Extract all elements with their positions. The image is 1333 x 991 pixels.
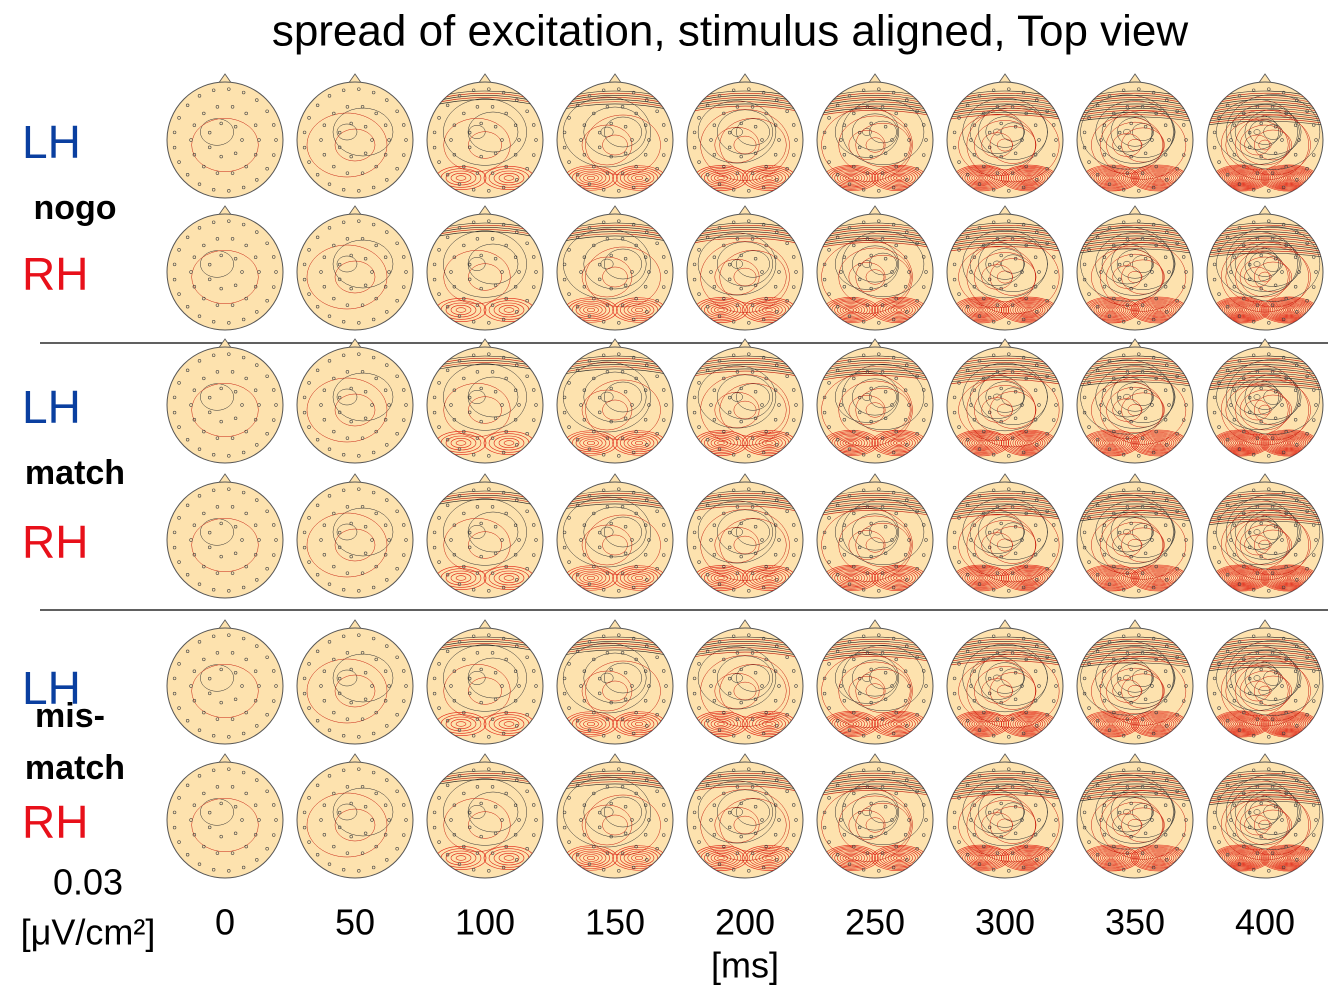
head-map <box>815 206 935 330</box>
scalp <box>167 82 283 198</box>
time-label: 300 <box>975 902 1035 943</box>
head-map <box>815 474 935 598</box>
head-map <box>297 74 413 198</box>
head-map <box>1075 620 1195 744</box>
head-map <box>555 74 675 198</box>
hemisphere-label: LH <box>22 116 81 168</box>
scalp <box>167 628 283 744</box>
hemisphere-label: RH <box>22 796 88 848</box>
head-map <box>945 754 1065 878</box>
head-map <box>685 474 805 598</box>
head-map <box>1205 474 1325 598</box>
head-map <box>167 74 283 198</box>
head-map <box>815 74 935 198</box>
head-map <box>1205 754 1325 878</box>
head-map <box>1075 339 1195 463</box>
head-map <box>1205 620 1325 744</box>
head-map <box>425 206 545 330</box>
head-map <box>945 339 1065 463</box>
head-map <box>425 754 545 878</box>
head-maps <box>167 74 1325 878</box>
head-map <box>1075 754 1195 878</box>
head-map <box>945 74 1065 198</box>
head-map <box>425 620 545 744</box>
head-map <box>815 754 935 878</box>
head-map <box>297 206 413 330</box>
time-label: 50 <box>335 902 375 943</box>
head-map <box>1075 474 1195 598</box>
scalp <box>297 482 413 598</box>
title: spread of excitation, stimulus aligned, … <box>272 7 1189 56</box>
time-label: 0 <box>215 902 235 943</box>
head-map <box>425 74 545 198</box>
condition-label: nogo <box>33 189 116 227</box>
head-map <box>167 620 283 744</box>
head-map <box>1205 74 1325 198</box>
head-map <box>555 474 675 598</box>
scalp <box>297 347 413 463</box>
head-map <box>167 339 283 463</box>
head-map <box>297 754 413 878</box>
time-label: 100 <box>455 902 515 943</box>
scalp <box>297 628 413 744</box>
time-label: 250 <box>845 902 905 943</box>
head-map <box>685 74 805 198</box>
head-map <box>555 339 675 463</box>
head-map <box>945 474 1065 598</box>
figure: spread of excitation, stimulus aligned, … <box>0 0 1333 991</box>
condition-label: match <box>25 454 125 492</box>
scalp <box>167 482 283 598</box>
head-map <box>555 206 675 330</box>
hemisphere-label: RH <box>22 248 88 300</box>
head-map <box>297 339 413 463</box>
head-map <box>685 620 805 744</box>
head-map <box>167 474 283 598</box>
head-map <box>555 754 675 878</box>
head-map <box>815 339 935 463</box>
time-label: 400 <box>1235 902 1295 943</box>
head-map <box>945 620 1065 744</box>
time-label: 150 <box>585 902 645 943</box>
scalp <box>167 762 283 878</box>
head-map <box>1075 74 1195 198</box>
time-label: 350 <box>1105 902 1165 943</box>
head-map <box>425 474 545 598</box>
scale-value: 0.03 <box>53 862 123 903</box>
head-map <box>1075 206 1195 330</box>
head-map <box>297 620 413 744</box>
scalp <box>297 762 413 878</box>
head-map <box>685 206 805 330</box>
hemisphere-label: LH <box>22 381 81 433</box>
head-map <box>425 339 545 463</box>
scalp <box>167 347 283 463</box>
hemisphere-label: LH <box>22 662 81 714</box>
head-map <box>297 474 413 598</box>
scalp <box>297 214 413 330</box>
head-map <box>685 339 805 463</box>
head-map <box>1205 206 1325 330</box>
head-map <box>685 754 805 878</box>
scalp <box>297 82 413 198</box>
head-map <box>167 754 283 878</box>
head-map <box>945 206 1065 330</box>
time-label: 200 <box>715 902 775 943</box>
hemisphere-label: RH <box>22 516 88 568</box>
head-map <box>555 620 675 744</box>
head-map <box>167 206 283 330</box>
time-unit: [ms] <box>711 945 779 986</box>
scale-unit: [μV/cm²] <box>21 912 156 953</box>
head-map <box>815 620 935 744</box>
head-map <box>1205 339 1325 463</box>
scalp <box>167 214 283 330</box>
condition-label: match <box>25 749 125 787</box>
